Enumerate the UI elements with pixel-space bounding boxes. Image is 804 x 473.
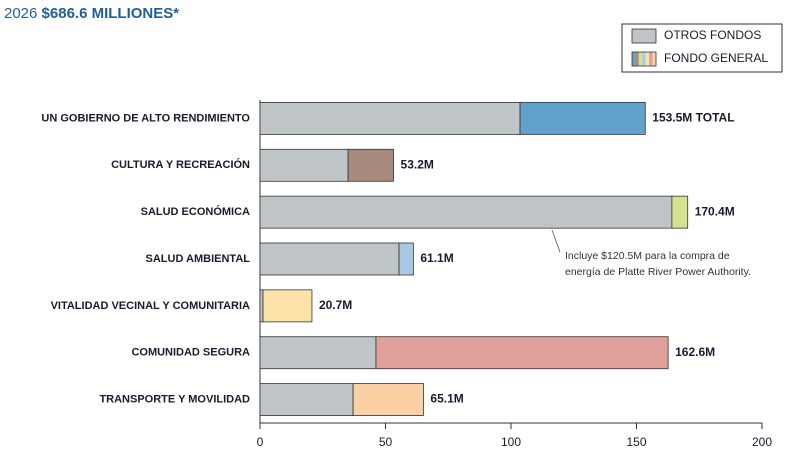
bar-segment	[519, 102, 646, 135]
bar-segment	[259, 336, 377, 370]
title-amount: $686.6 MILLIONES*	[42, 5, 180, 22]
x-tick-label: 50	[379, 435, 393, 449]
category-label: TRANSPORTE Y MOVILIDAD	[99, 393, 250, 405]
bar-segment	[352, 383, 424, 416]
annotation: energía de Platte River Power Authority.	[565, 266, 751, 278]
legend-swatch-stripe	[635, 52, 639, 66]
total-label: 162.6M	[675, 345, 715, 359]
bar-segment	[347, 148, 394, 182]
chart-title: 2026 $686.6 MILLIONES*	[4, 5, 179, 22]
total-label: 170.4M	[695, 204, 735, 218]
legend-swatch	[631, 28, 657, 44]
legend-swatch	[631, 51, 657, 67]
category-label: SALUD ECONÓMICA	[141, 205, 250, 218]
x-tick-label: 200	[752, 435, 772, 449]
bar-segment	[259, 148, 349, 182]
annotation: Incluye $120.5M para la compra de	[565, 250, 730, 262]
x-tick-label: 0	[257, 435, 264, 449]
bar-segment	[259, 383, 354, 416]
legend-label: OTROS FONDOS	[664, 28, 761, 42]
bar-segment	[259, 289, 264, 323]
legend-swatch-stripe	[642, 52, 646, 66]
legend-label: FONDO GENERAL	[664, 51, 768, 65]
legend-swatch-stripe	[645, 52, 650, 66]
total-label: 53.2M	[401, 157, 434, 171]
bar-segment	[671, 195, 689, 229]
total-label: 153.5M TOTAL	[652, 111, 734, 125]
category-label: SALUD AMBIENTAL	[146, 253, 251, 265]
title-year: 2026	[4, 5, 37, 22]
bar-segment	[259, 195, 673, 229]
legend-swatch-stripe	[638, 52, 643, 66]
category-label: COMUNIDAD SEGURA	[131, 347, 250, 359]
legend-swatch-stripe	[652, 52, 656, 66]
category-label: VITALIDAD VECINAL Y COMUNITARIA	[51, 300, 250, 312]
category-label: UN GOBIERNO DE ALTO RENDIMIENTO	[41, 112, 250, 124]
bar-segment	[259, 102, 521, 135]
legend-swatch-stripe	[632, 52, 636, 66]
bar-segment	[262, 289, 313, 323]
bar-segment	[259, 242, 400, 276]
legend-swatch-stripe	[649, 52, 653, 66]
x-tick-label: 100	[501, 435, 521, 449]
total-label: 20.7M	[319, 298, 352, 312]
category-label: CULTURA Y RECREACIÓN	[111, 158, 250, 171]
x-tick-label: 150	[626, 435, 646, 449]
total-label: 65.1M	[430, 392, 463, 406]
bar-segment	[375, 336, 669, 370]
annotation-leader	[551, 229, 561, 253]
bar-segment	[398, 242, 414, 276]
total-label: 61.1M	[420, 251, 453, 265]
